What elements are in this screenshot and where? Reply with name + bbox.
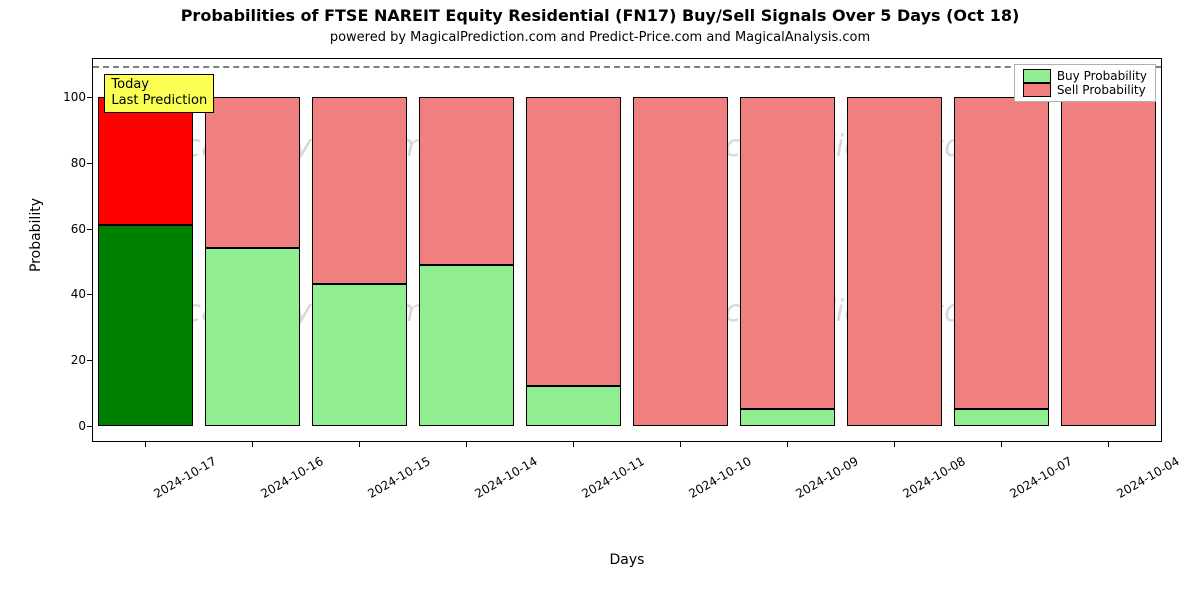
bar-sell xyxy=(633,97,727,425)
xtick-mark xyxy=(252,442,253,447)
ytick-mark xyxy=(87,163,92,164)
bar-sell xyxy=(419,97,513,264)
ytick-mark xyxy=(87,360,92,361)
chart-subtitle: powered by MagicalPrediction.com and Pre… xyxy=(0,30,1200,45)
ytick-label: 40 xyxy=(52,287,86,301)
ytick-mark xyxy=(87,426,92,427)
xtick-label: 2024-10-07 xyxy=(1007,454,1074,501)
xtick-label: 2024-10-09 xyxy=(793,454,860,501)
bar-buy xyxy=(954,409,1048,425)
bar-buy xyxy=(98,225,192,425)
xtick-label: 2024-10-04 xyxy=(1114,454,1181,501)
xtick-label: 2024-10-08 xyxy=(900,454,967,501)
ytick-mark xyxy=(87,229,92,230)
ytick-label: 100 xyxy=(52,90,86,104)
xtick-mark xyxy=(1108,442,1109,447)
bar-sell xyxy=(954,97,1048,409)
bar-sell xyxy=(1061,97,1155,425)
xtick-mark xyxy=(145,442,146,447)
bar-buy xyxy=(526,386,620,425)
legend-swatch xyxy=(1023,83,1051,97)
xtick-mark xyxy=(1001,442,1002,447)
bar-sell xyxy=(205,97,299,248)
xtick-label: 2024-10-11 xyxy=(579,454,646,501)
bar-buy xyxy=(312,284,406,425)
legend-swatch xyxy=(1023,69,1051,83)
ytick-mark xyxy=(87,294,92,295)
legend: Buy ProbabilitySell Probability xyxy=(1014,64,1156,102)
legend-item: Buy Probability xyxy=(1023,69,1147,83)
chart-title: Probabilities of FTSE NAREIT Equity Resi… xyxy=(0,6,1200,25)
legend-label: Buy Probability xyxy=(1057,69,1147,83)
chart-root: Probabilities of FTSE NAREIT Equity Resi… xyxy=(0,0,1200,600)
reference-line xyxy=(93,66,1161,68)
legend-item: Sell Probability xyxy=(1023,83,1147,97)
xtick-label: 2024-10-10 xyxy=(686,454,753,501)
today-annotation: TodayLast Prediction xyxy=(104,74,214,113)
today-line1: Today xyxy=(111,77,207,93)
today-line2: Last Prediction xyxy=(111,93,207,109)
xtick-label: 2024-10-16 xyxy=(258,454,325,501)
x-axis-label: Days xyxy=(92,552,1162,568)
bar-sell xyxy=(740,97,834,409)
xtick-mark xyxy=(894,442,895,447)
xtick-label: 2024-10-15 xyxy=(365,454,432,501)
ytick-label: 60 xyxy=(52,222,86,236)
bar-buy xyxy=(419,265,513,426)
ytick-mark xyxy=(87,97,92,98)
ytick-label: 80 xyxy=(52,156,86,170)
bar-buy xyxy=(740,409,834,425)
xtick-mark xyxy=(787,442,788,447)
ytick-label: 0 xyxy=(52,419,86,433)
bar-sell xyxy=(98,97,192,225)
bar-sell xyxy=(847,97,941,425)
xtick-mark xyxy=(680,442,681,447)
xtick-label: 2024-10-17 xyxy=(151,454,218,501)
ytick-label: 20 xyxy=(52,353,86,367)
legend-label: Sell Probability xyxy=(1057,83,1146,97)
xtick-mark xyxy=(573,442,574,447)
bar-sell xyxy=(526,97,620,386)
bar-sell xyxy=(312,97,406,284)
xtick-label: 2024-10-14 xyxy=(472,454,539,501)
xtick-mark xyxy=(466,442,467,447)
y-axis-label: Probability xyxy=(28,175,44,295)
bar-buy xyxy=(205,248,299,425)
xtick-mark xyxy=(359,442,360,447)
